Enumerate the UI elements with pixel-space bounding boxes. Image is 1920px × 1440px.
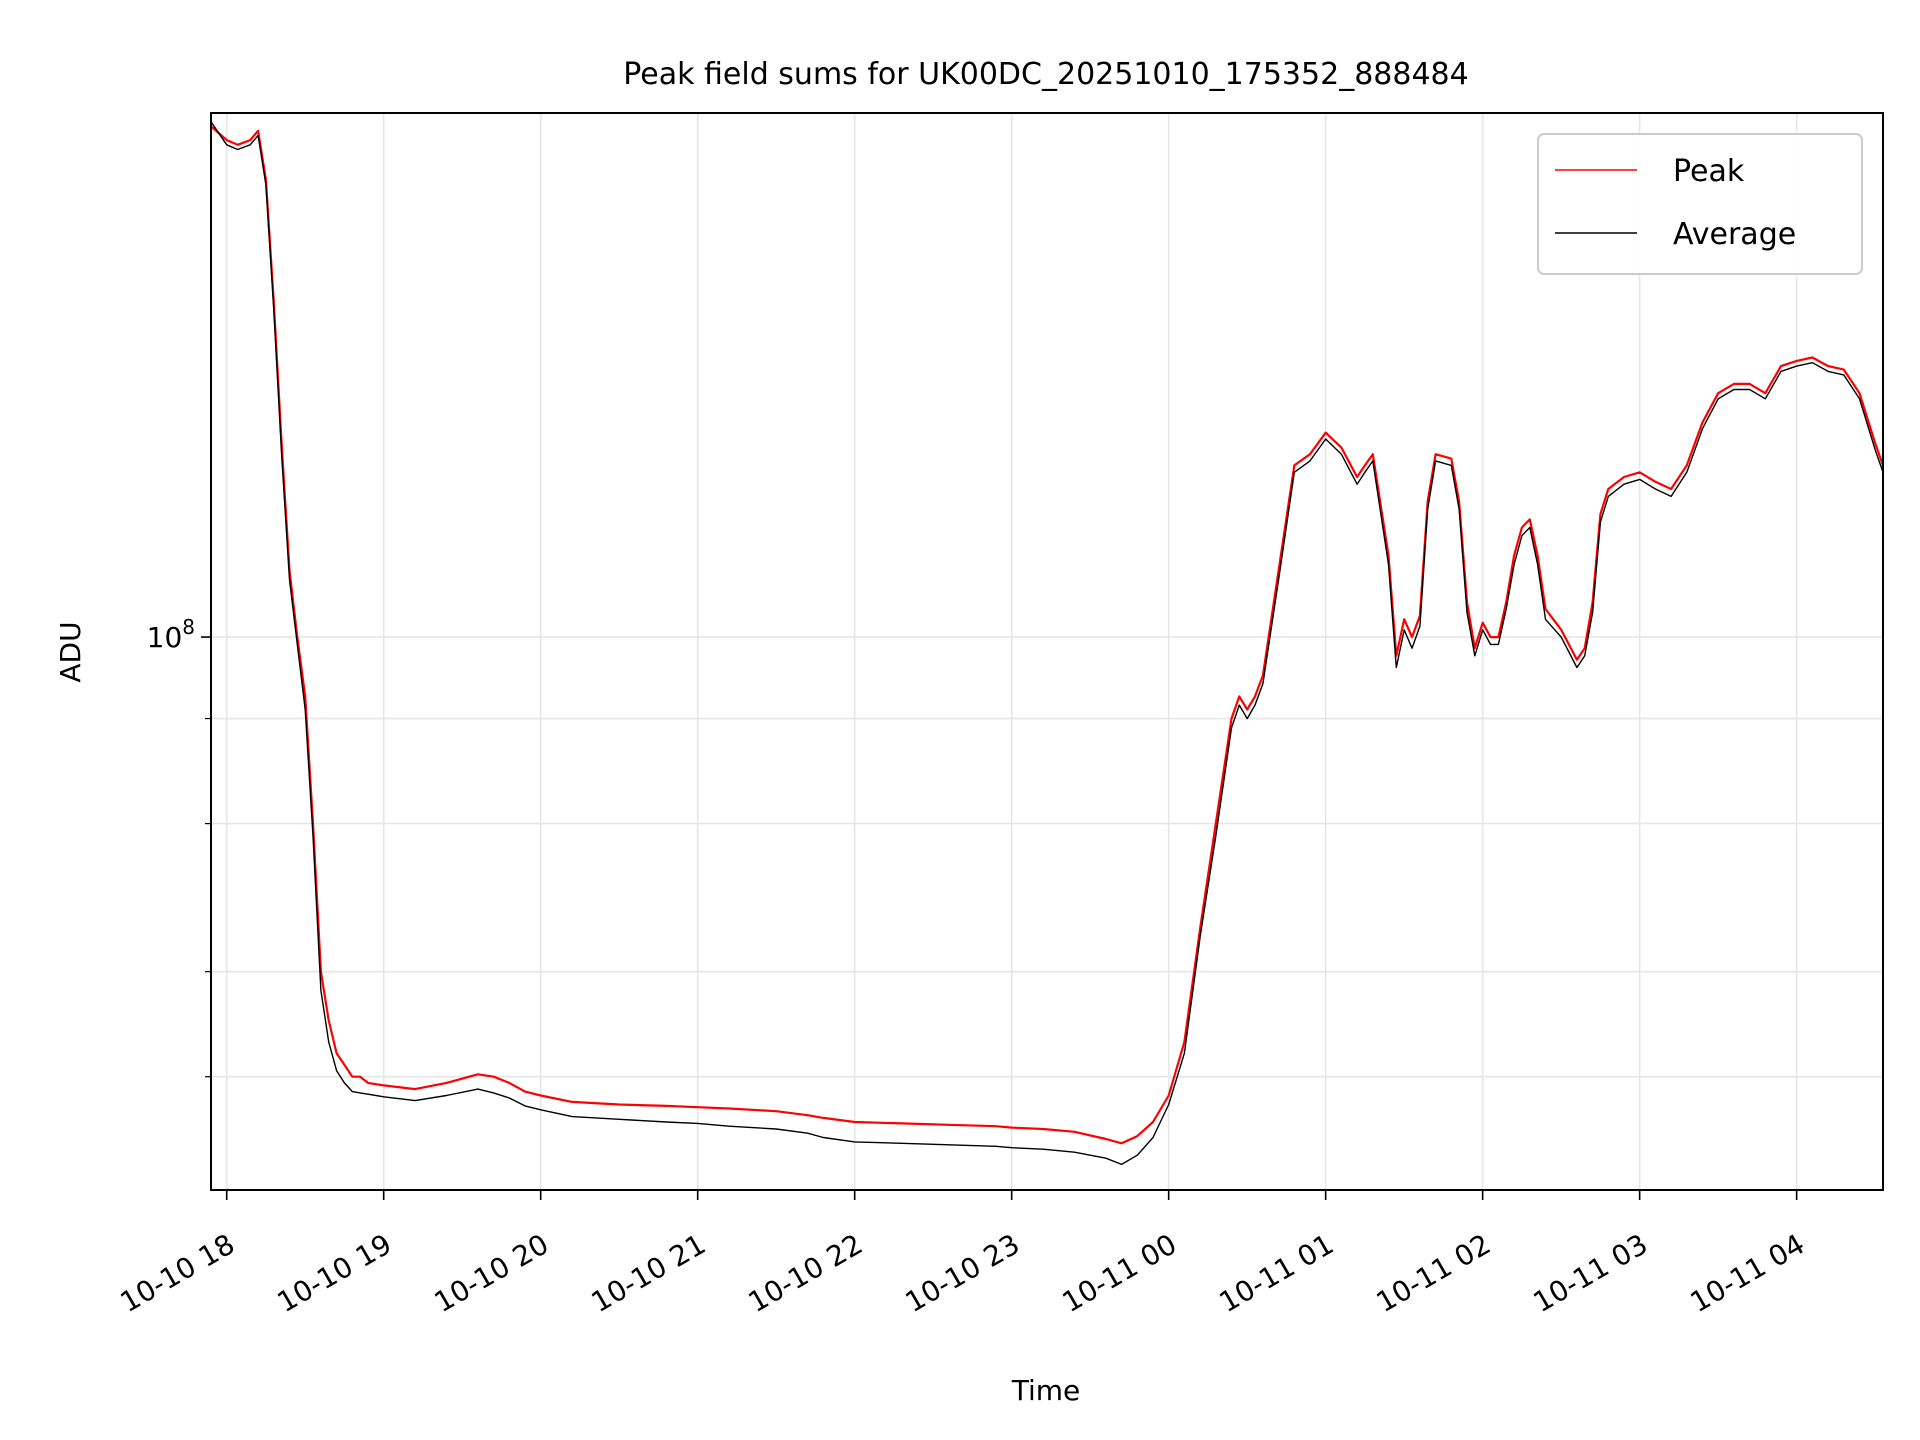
x-axis-label: Time bbox=[1011, 1374, 1081, 1407]
legend-average-label: Average bbox=[1673, 217, 1796, 252]
y-axis-label: ADU bbox=[54, 621, 87, 682]
y-tick-label-base: 10 bbox=[147, 621, 183, 654]
legend-peak-label: Peak bbox=[1673, 154, 1745, 189]
plot-frame bbox=[210, 112, 1884, 1191]
series-lines bbox=[211, 121, 1883, 1166]
chart-title: Peak field sums for UK00DC_20251010_1753… bbox=[623, 57, 1468, 92]
y-axis-ticks: 108 bbox=[147, 615, 211, 1078]
legend-box bbox=[1537, 133, 1863, 275]
y-tick-label-exponent: 8 bbox=[182, 615, 195, 639]
grid bbox=[211, 113, 1883, 1190]
series-line-peak bbox=[211, 125, 1883, 1145]
legend: Peak Average bbox=[1537, 133, 1863, 275]
series-line-average bbox=[211, 121, 1883, 1166]
y-tick-label-major: 108 bbox=[147, 615, 195, 654]
